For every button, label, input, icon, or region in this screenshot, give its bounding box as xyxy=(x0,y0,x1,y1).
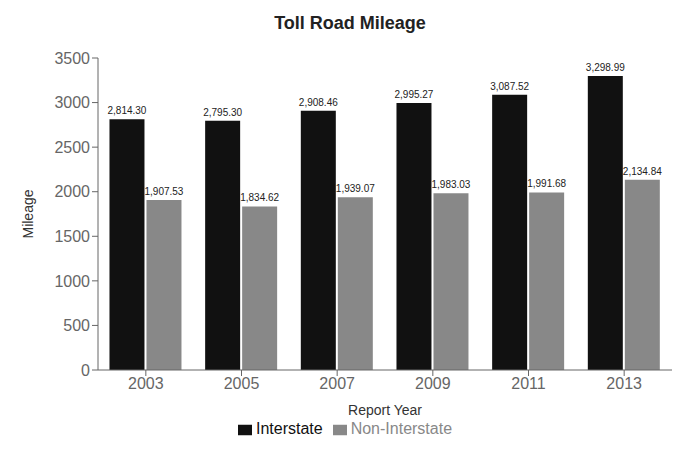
svg-text:0: 0 xyxy=(81,362,90,379)
svg-text:2000: 2000 xyxy=(54,183,90,200)
svg-text:2005: 2005 xyxy=(224,375,260,392)
svg-text:2013: 2013 xyxy=(606,375,642,392)
svg-text:2,908.46: 2,908.46 xyxy=(299,97,338,108)
svg-text:2003: 2003 xyxy=(128,375,164,392)
svg-text:Report Year: Report Year xyxy=(348,402,422,418)
svg-text:2,814.30: 2,814.30 xyxy=(108,105,147,116)
svg-text:Mileage: Mileage xyxy=(20,189,36,238)
svg-text:3500: 3500 xyxy=(54,50,90,67)
html-text:Toll Road Mileage: Toll Road Mileage xyxy=(274,13,426,33)
svg-text:1000: 1000 xyxy=(54,273,90,290)
svg-text:2,995.27: 2,995.27 xyxy=(395,89,434,100)
svg-text:1500: 1500 xyxy=(54,228,90,245)
svg-text:2011: 2011 xyxy=(511,375,546,392)
svg-text:2007: 2007 xyxy=(319,375,355,392)
html-text:Interstate: Interstate xyxy=(256,420,323,437)
svg-text:2009: 2009 xyxy=(415,375,451,392)
html-text:Non-Interstate: Non-Interstate xyxy=(350,420,452,437)
svg-text:2,795.30: 2,795.30 xyxy=(203,107,242,118)
svg-text:1,834.62: 1,834.62 xyxy=(240,192,279,203)
svg-text:3000: 3000 xyxy=(54,94,90,111)
svg-text:500: 500 xyxy=(63,317,90,334)
svg-text:1,991.68: 1,991.68 xyxy=(527,178,566,189)
svg-text:3,087.52: 3,087.52 xyxy=(490,81,529,92)
svg-text:2,134.84: 2,134.84 xyxy=(623,166,662,177)
svg-text:1,983.03: 1,983.03 xyxy=(432,179,471,190)
svg-text:1,939.07: 1,939.07 xyxy=(336,183,375,194)
svg-text:2500: 2500 xyxy=(54,139,90,156)
svg-text:3,298.99: 3,298.99 xyxy=(586,62,625,73)
svg-text:1,907.53: 1,907.53 xyxy=(145,186,184,197)
